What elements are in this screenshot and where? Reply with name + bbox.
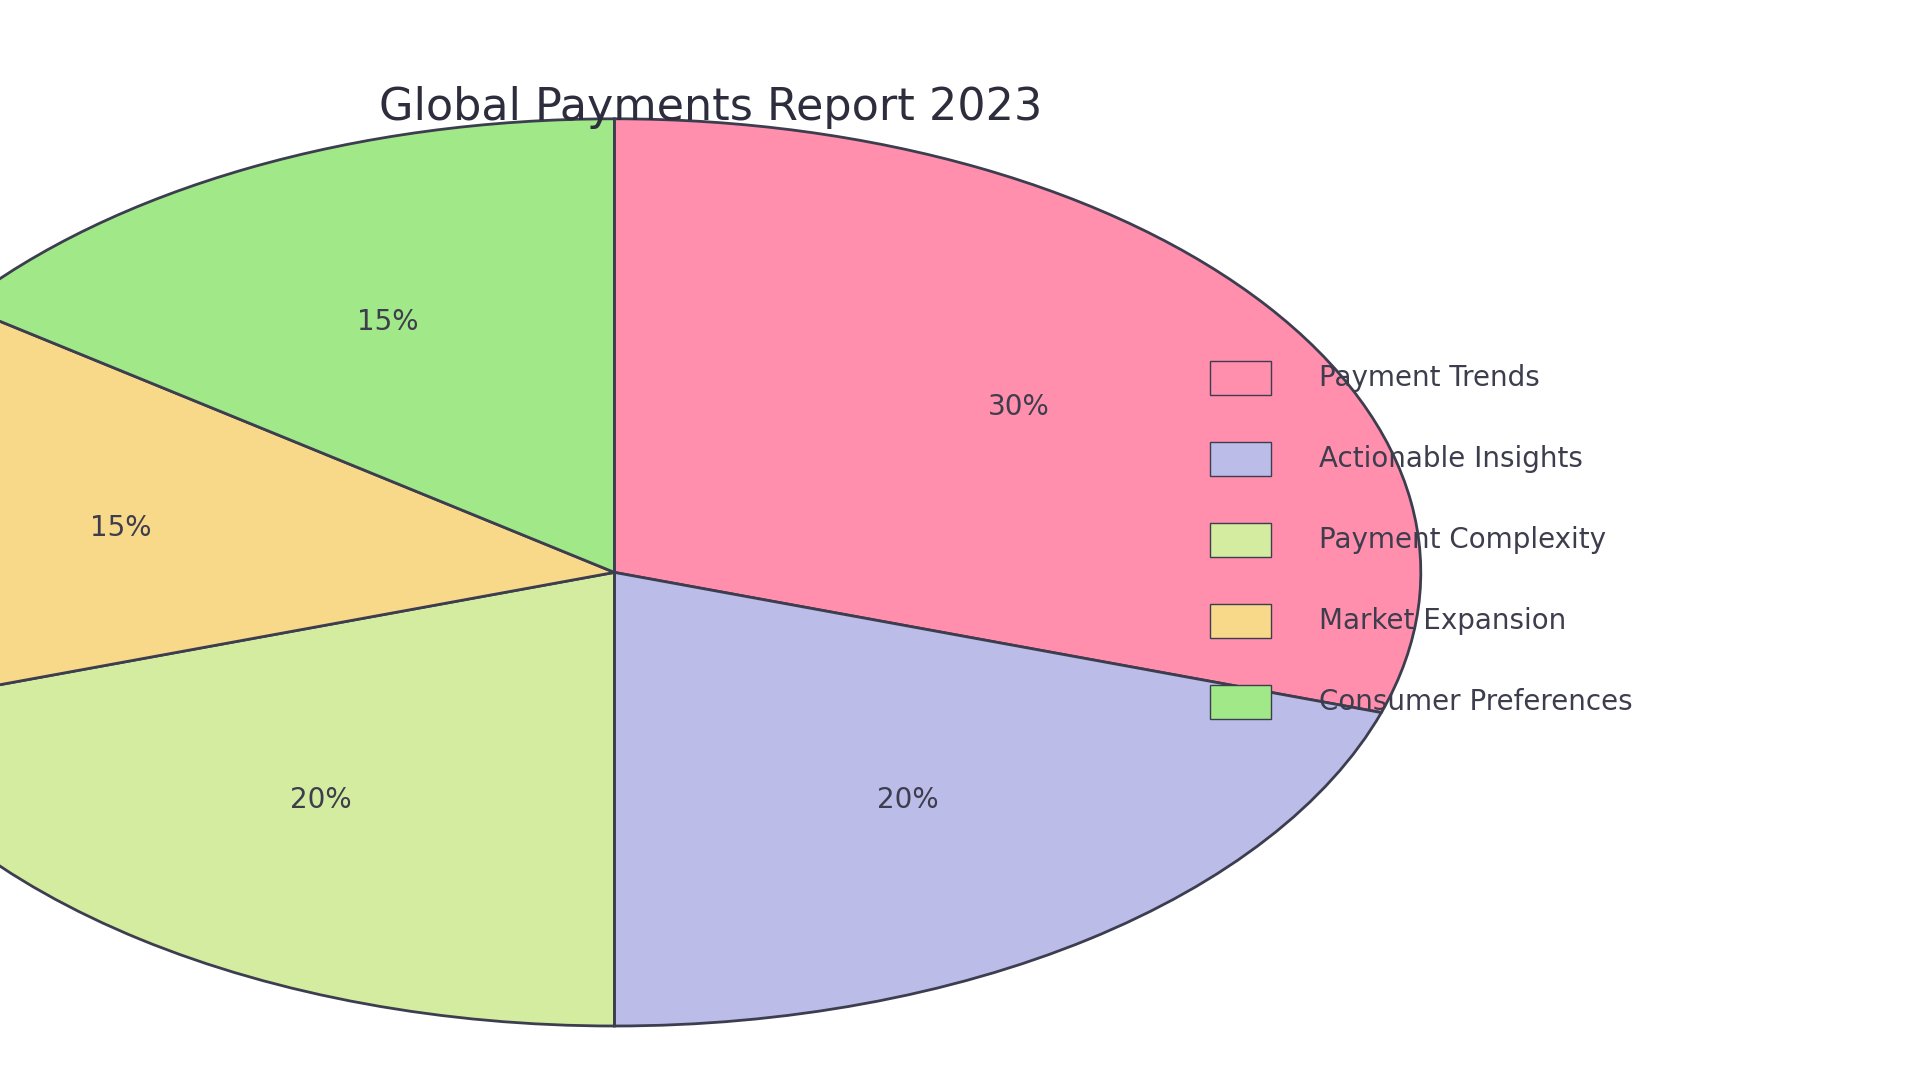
Text: Payment Complexity: Payment Complexity (1319, 526, 1605, 554)
Text: Payment Trends: Payment Trends (1319, 364, 1540, 392)
Text: 15%: 15% (90, 514, 152, 542)
FancyBboxPatch shape (1210, 361, 1271, 395)
Wedge shape (0, 119, 614, 572)
Text: Actionable Insights: Actionable Insights (1319, 445, 1582, 473)
FancyBboxPatch shape (1210, 685, 1271, 719)
Wedge shape (614, 119, 1421, 713)
Text: 30%: 30% (989, 393, 1050, 421)
Text: Global Payments Report 2023: Global Payments Report 2023 (378, 86, 1043, 130)
Text: Market Expansion: Market Expansion (1319, 607, 1567, 635)
FancyBboxPatch shape (1210, 442, 1271, 476)
Text: 20%: 20% (290, 786, 351, 814)
FancyBboxPatch shape (1210, 604, 1271, 638)
Wedge shape (614, 572, 1380, 1026)
FancyBboxPatch shape (1210, 523, 1271, 557)
Wedge shape (0, 306, 614, 713)
Text: 20%: 20% (877, 786, 939, 814)
Text: Consumer Preferences: Consumer Preferences (1319, 688, 1632, 716)
Wedge shape (0, 572, 614, 1026)
Text: 15%: 15% (357, 308, 419, 336)
